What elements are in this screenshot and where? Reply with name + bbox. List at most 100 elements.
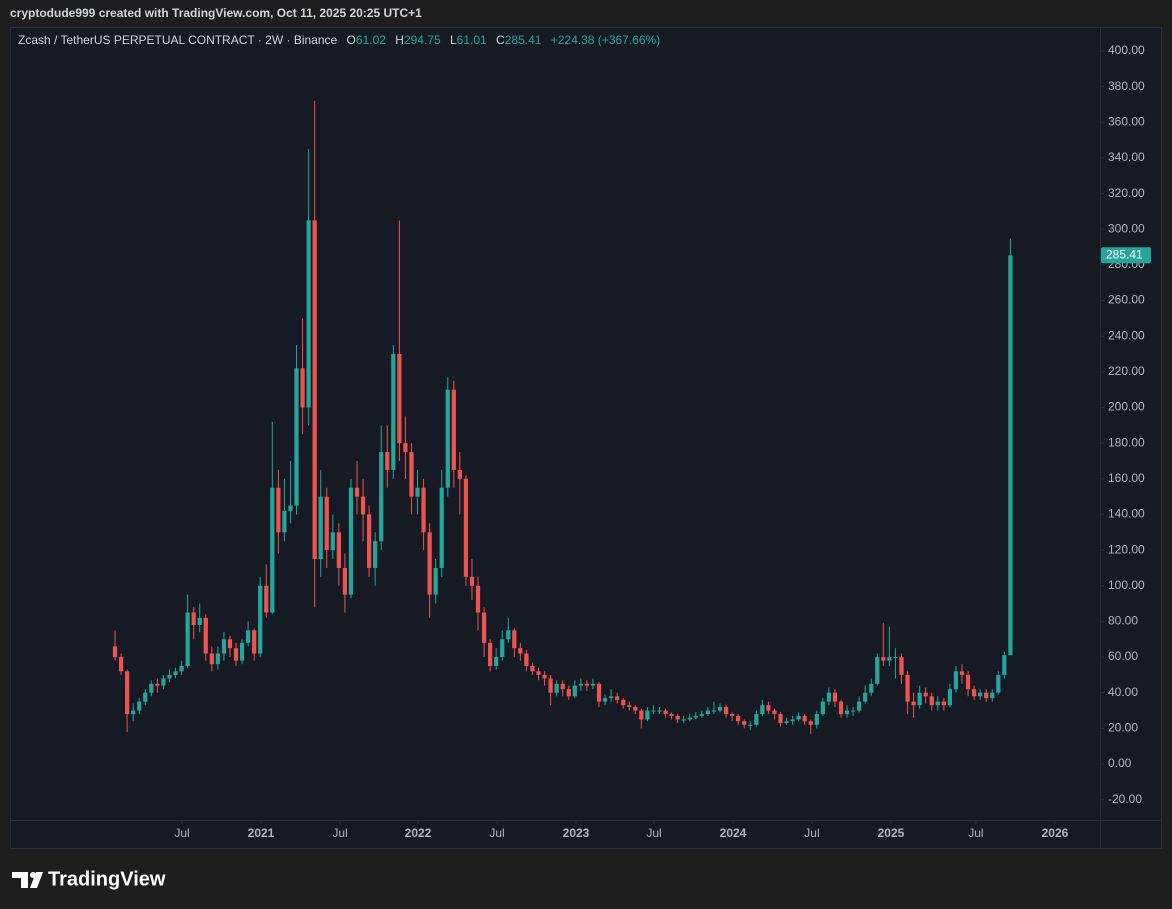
y-tick-label: 80.00 — [1108, 614, 1138, 628]
y-tick-label: 100.00 — [1108, 578, 1145, 592]
candle-body — [270, 487, 275, 613]
candle-body — [675, 715, 680, 720]
candle-body — [367, 514, 372, 568]
candle-body — [1002, 655, 1007, 675]
candle-body — [282, 510, 287, 533]
candle-body — [596, 683, 602, 702]
candle-body — [790, 719, 795, 722]
symbol-title: Zcash / TetherUS PERPETUAL CONTRACT · 2W… — [18, 33, 338, 47]
candle-body — [863, 692, 868, 702]
chart-frame — [10, 27, 1162, 849]
candle-body — [306, 220, 311, 408]
x-tick-label: Jul — [174, 826, 189, 840]
y-tick-label: 20.00 — [1108, 721, 1138, 735]
candle-body — [917, 692, 922, 706]
candle-body — [542, 674, 547, 679]
candle-body — [445, 389, 450, 488]
candle-body — [439, 487, 444, 568]
ohlc-value: 61.02 — [356, 33, 386, 47]
candle-body — [354, 487, 360, 497]
candle-body — [487, 642, 493, 666]
candle-body — [203, 617, 208, 654]
candle-body — [578, 683, 583, 686]
candle-body — [850, 710, 856, 712]
candle-body — [687, 717, 692, 720]
y-tick-label: 0.00 — [1108, 756, 1132, 770]
candle-body — [318, 496, 323, 560]
candle-body — [651, 710, 656, 712]
candle-body — [494, 657, 499, 666]
candle-body — [336, 532, 341, 568]
x-tick-label: Jul — [968, 826, 983, 840]
candle-body — [125, 671, 130, 715]
candle-body — [167, 674, 172, 679]
candle-body — [615, 696, 620, 700]
candle-body — [391, 354, 396, 470]
candle-body — [984, 692, 989, 699]
candle-body — [748, 724, 753, 726]
y-tick-label: 400.00 — [1108, 43, 1145, 57]
candle-body — [723, 706, 729, 715]
candle-body — [929, 696, 934, 706]
candle-body — [953, 671, 959, 690]
candle-body — [161, 678, 166, 686]
candle-body — [379, 452, 384, 542]
candle-body — [233, 648, 239, 661]
candle-body — [342, 567, 348, 595]
y-tick-label: 300.00 — [1108, 221, 1145, 235]
candle-body — [699, 714, 704, 716]
candle-body — [149, 683, 154, 693]
candle-body — [137, 701, 142, 711]
candle-body — [506, 630, 511, 640]
candle-body — [639, 710, 644, 720]
candle-body — [572, 685, 577, 697]
candle-body — [475, 585, 481, 613]
x-tick-label: Jul — [489, 826, 504, 840]
candle-body — [584, 683, 590, 686]
candle-body — [173, 671, 178, 675]
candle-body — [403, 443, 408, 453]
candle-body — [729, 714, 735, 716]
candle-body — [965, 674, 971, 690]
candle-body — [784, 721, 789, 724]
candle-body — [814, 714, 819, 725]
y-tick-label: 60.00 — [1108, 649, 1138, 663]
candle-body — [820, 701, 825, 715]
x-tick-label: Jul — [804, 826, 819, 840]
candle-body — [457, 469, 462, 479]
candle-body — [288, 505, 293, 511]
candle-body — [875, 657, 880, 684]
candle-body — [143, 692, 148, 702]
candle-body — [197, 617, 202, 625]
candle-body — [276, 487, 281, 533]
candle-body — [935, 701, 940, 706]
candle-body — [990, 692, 995, 699]
candle-body — [923, 692, 928, 697]
candle-body — [463, 478, 469, 577]
candle-body — [227, 639, 233, 649]
candle-body — [1008, 255, 1013, 656]
candle-body — [397, 354, 402, 444]
candle-body — [669, 714, 674, 716]
candle-body — [409, 452, 414, 497]
candle-body — [433, 567, 438, 595]
logo-dot — [30, 872, 36, 878]
candle-body — [705, 710, 711, 715]
candle-body — [869, 683, 874, 693]
x-tick-label: 2023 — [563, 826, 590, 840]
y-tick-label: 120.00 — [1108, 542, 1145, 556]
candle-body — [155, 683, 160, 686]
candle-body — [500, 639, 505, 658]
x-tick-label: Jul — [646, 826, 661, 840]
y-tick-label: -20.00 — [1108, 792, 1142, 806]
candle-body — [681, 719, 686, 721]
candle-body — [427, 532, 432, 595]
y-tick-label: 340.00 — [1108, 150, 1145, 164]
candle-body — [802, 715, 807, 722]
candle-body — [657, 710, 662, 712]
candle-body — [451, 389, 456, 470]
y-tick-label: 220.00 — [1108, 364, 1145, 378]
brand: TradingView — [48, 868, 166, 890]
candle-body — [530, 665, 535, 672]
